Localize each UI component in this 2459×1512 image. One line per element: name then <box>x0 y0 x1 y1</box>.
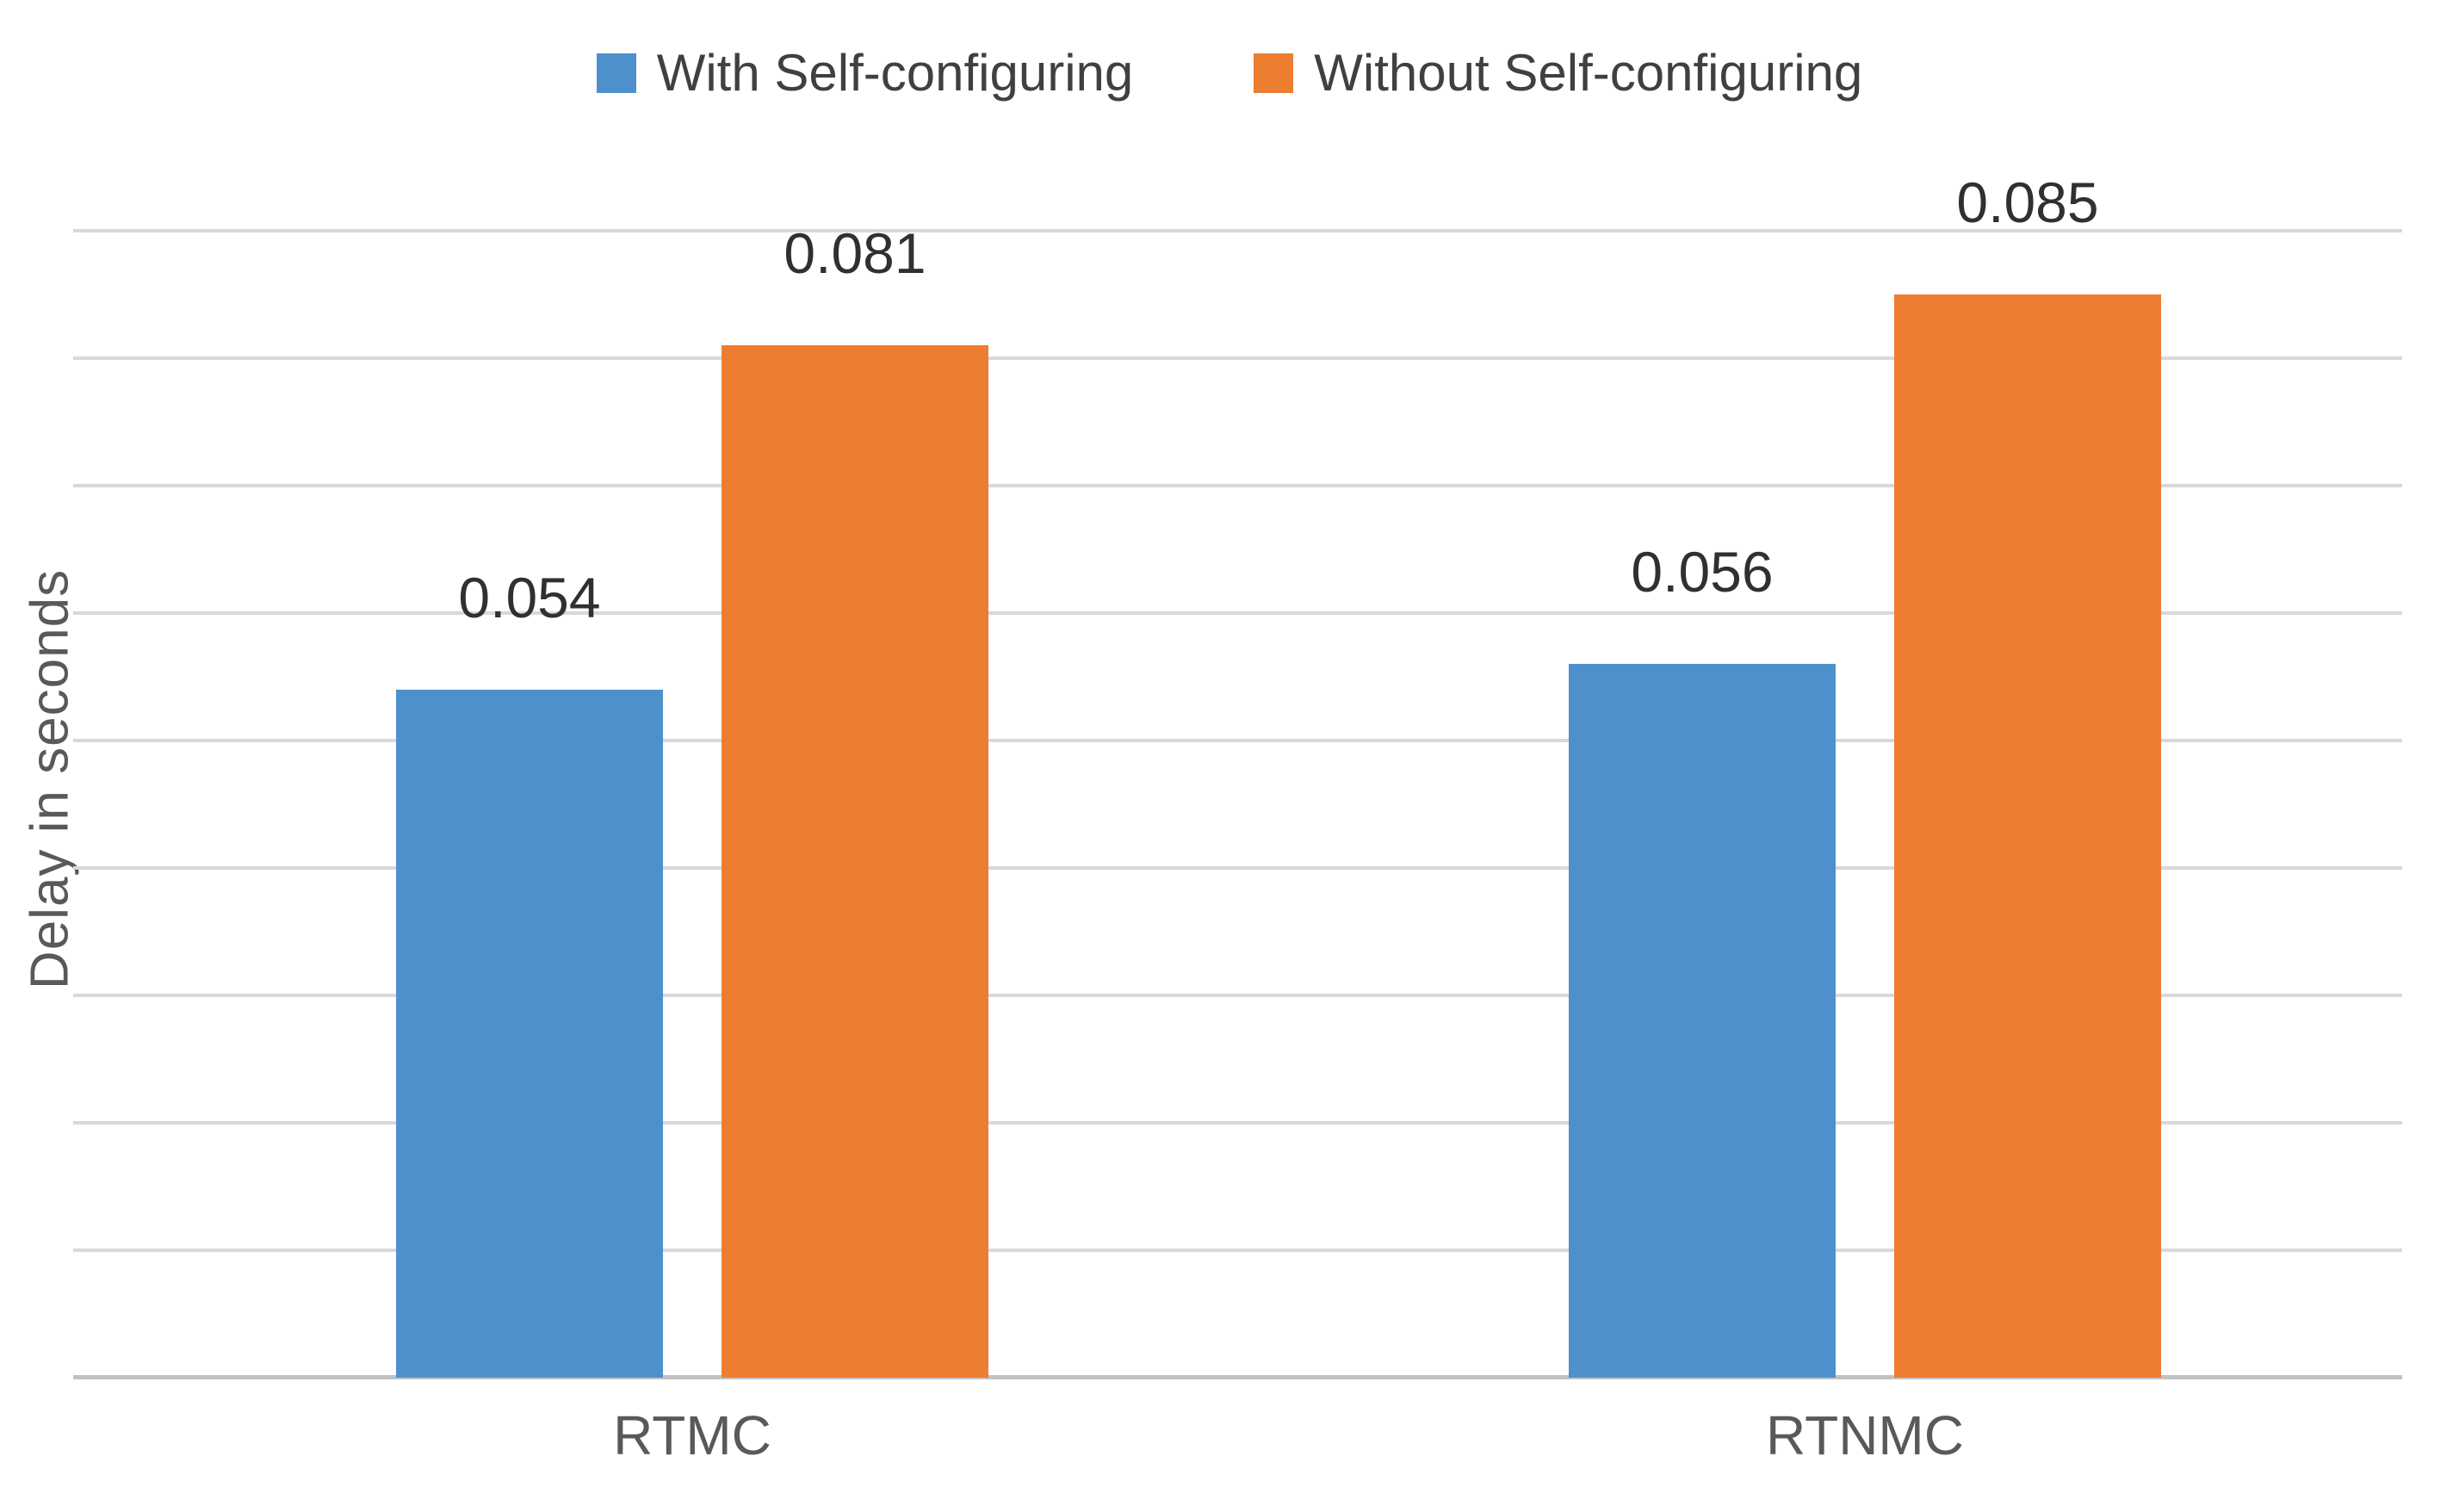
gridline <box>73 1121 2402 1125</box>
x-axis-label-rtmc: RTMC <box>613 1404 771 1466</box>
gridline <box>73 739 2402 742</box>
x-axis-line <box>73 1375 2402 1379</box>
value-label: 0.085 <box>1956 170 2099 234</box>
value-label: 0.056 <box>1631 540 1774 604</box>
gridline <box>73 484 2402 487</box>
legend-label: Without Self-configuring <box>1314 44 1863 102</box>
value-label: 0.081 <box>784 221 926 286</box>
gridline <box>73 994 2402 997</box>
y-axis-title: Delay in seconds <box>20 568 80 990</box>
bar-rtnmc-with-self-configuring <box>1569 664 1836 1378</box>
gridline <box>73 611 2402 615</box>
x-axis-label-rtnmc: RTNMC <box>1766 1404 1964 1466</box>
legend-item-without-self-configuring: Without Self-configuring <box>1254 45 1862 102</box>
legend-swatch-icon <box>596 53 636 93</box>
value-label: 0.054 <box>458 565 601 629</box>
legend-label: With Self-configuring <box>656 44 1134 102</box>
legend-swatch-icon <box>1254 53 1294 93</box>
legend-item-with-self-configuring: With Self-configuring <box>596 44 1134 102</box>
plot-area: 0.054 0.081 RTMC 0.056 0.085 RTNMC <box>73 174 2402 1466</box>
bar-rtmc-without-self-configuring <box>722 345 988 1378</box>
bar-rtmc-with-self-configuring <box>396 689 663 1378</box>
gridline <box>73 356 2402 360</box>
gridline <box>73 1249 2402 1252</box>
legend: With Self-configuring Without Self-config… <box>0 45 2459 102</box>
gridline <box>73 229 2402 232</box>
bar-rtnmc-without-self-configuring <box>1894 294 2161 1378</box>
gridline <box>73 866 2402 870</box>
